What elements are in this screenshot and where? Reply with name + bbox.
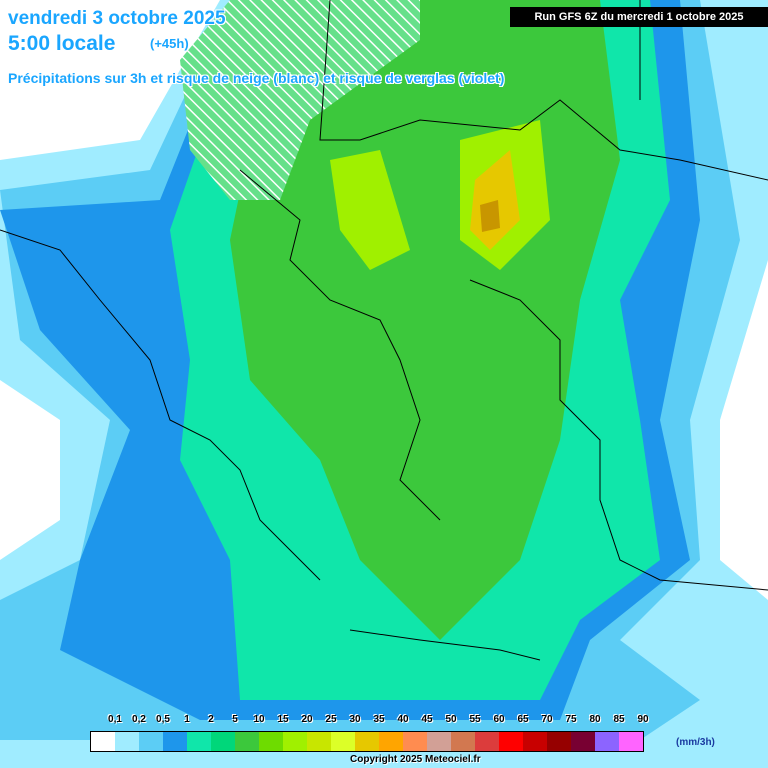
legend-label: 35 [373,714,385,725]
copyright: Copyright 2025 Meteociel.fr [350,754,481,765]
legend-swatch [163,732,187,751]
snow-risk [180,0,420,200]
legend-label: 55 [469,714,481,725]
legend-swatch [379,732,403,751]
legend-swatch [211,732,235,751]
legend-swatch [523,732,547,751]
local-time: 5:00 locale [8,32,116,55]
legend-label: 45 [421,714,433,725]
legend-label: 85 [613,714,625,725]
legend-label: 65 [517,714,529,725]
legend-label: 20 [301,714,313,725]
legend-swatch [139,732,163,751]
legend-label: 60 [493,714,505,725]
legend-swatch [91,732,115,751]
legend-swatch [619,732,643,751]
legend-swatch [355,732,379,751]
legend-label: 2 [208,714,214,725]
legend-label: 15 [277,714,289,725]
legend-label: 30 [349,714,361,725]
run-info: Run GFS 6Z du mercredi 1 octobre 2025 [510,7,768,27]
map-subtitle: Précipitations sur 3h et risque de neige… [8,70,505,86]
coastlines [0,0,768,661]
legend-swatch [115,732,139,751]
legend-swatch [475,732,499,751]
legend-swatch [307,732,331,751]
legend-label: 80 [589,714,601,725]
legend-unit: (mm/3h) [676,737,715,748]
legend-swatch [235,732,259,751]
legend-label: 70 [541,714,553,725]
legend-label: 25 [325,714,337,725]
legend-label: 0,2 [132,714,146,725]
legend-swatch [403,732,427,751]
legend-label: 0,5 [156,714,170,725]
map-title: vendredi 3 octobre 2025 [8,8,226,29]
legend-label: 0,1 [108,714,122,725]
rain-orange [480,200,500,232]
legend-swatch [499,732,523,751]
legend-swatch [451,732,475,751]
legend-label: 10 [253,714,265,725]
legend-label: 75 [565,714,577,725]
legend-swatch [427,732,451,751]
legend-label: 40 [397,714,409,725]
legend-swatch [283,732,307,751]
legend-swatch [259,732,283,751]
legend-label: 90 [637,714,649,725]
lead-time: (+45h) [150,36,189,51]
legend-label: 1 [184,714,190,725]
legend-label: 50 [445,714,457,725]
legend-swatch [571,732,595,751]
legend-label: 5 [232,714,238,725]
legend-swatch [187,732,211,751]
color-legend [90,731,644,752]
legend-swatch [331,732,355,751]
legend-swatch [547,732,571,751]
legend-swatch [595,732,619,751]
